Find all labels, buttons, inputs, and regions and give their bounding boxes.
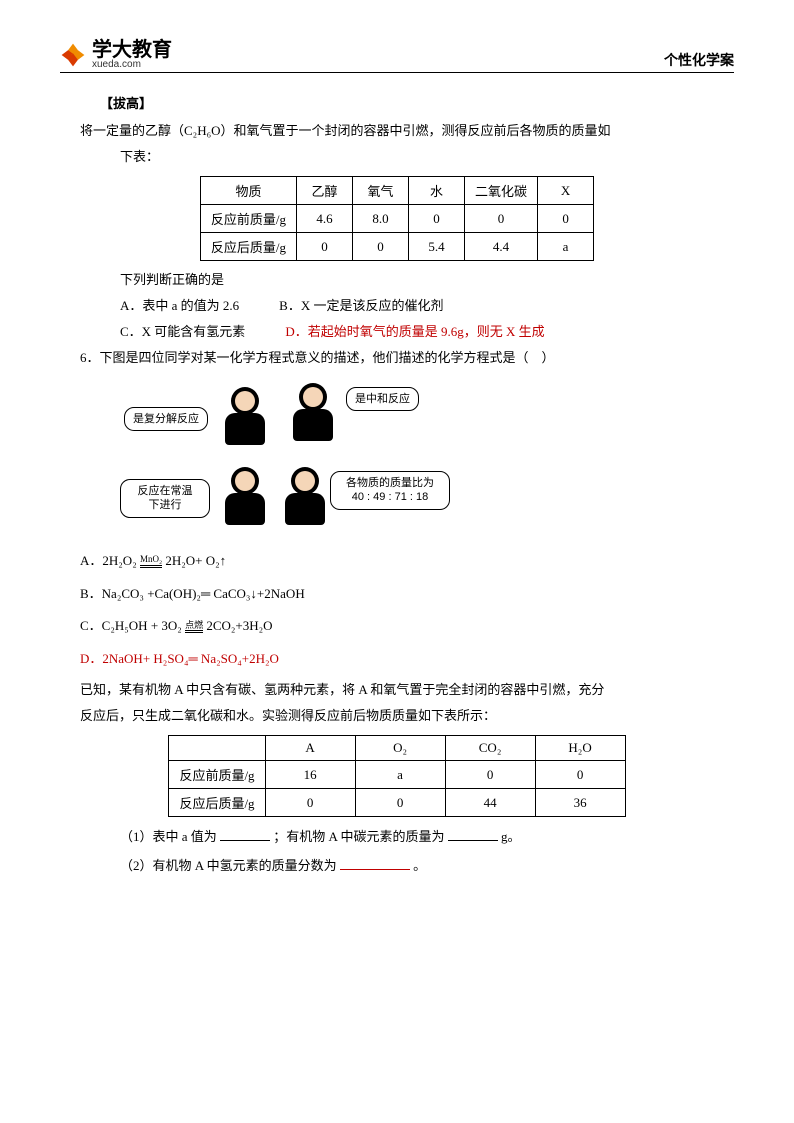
th: 水 [409,177,465,205]
mass-table-2: A O₂ CO₂ H₂O 反应前质量/g 16 a 0 0 反应后质量/g 0 … [168,735,625,817]
bubble3-l1: 反应在常温 [138,485,193,497]
cell: 44 [445,789,535,817]
row-label: 反应后质量/g [169,789,265,817]
logo-icon [60,42,86,68]
blank-input-highlight[interactable] [340,856,410,870]
table-row: 反应后质量/g 0 0 44 36 [169,789,625,817]
option-d-formula-highlight: D．2NaOH+ H₂SO₄═ Na₂SO₄+2H₂O [80,645,734,674]
option-d-highlight: D．若起始时氧气的质量是 9.6g，则无 X 生成 [285,319,544,345]
q-intro-l1: 将一定量的乙醇（C₂H₆O）和氧气置于一个封闭的容器中引燃，测得反应前后各物质的… [80,118,734,144]
cell: 0 [538,205,594,233]
mass-table-1: 物质 乙醇 氧气 水 二氧化碳 X 反应前质量/g 4.6 8.0 0 0 0 … [200,176,594,261]
reaction-condition: MnO₂ [140,555,162,568]
speech-bubble-4: 各物质的质量比为 40 : 49 : 71 : 18 [330,471,450,510]
speech-bubble-1: 是复分解反应 [124,407,208,431]
bubble3-l2: 下进行 [149,499,182,511]
table-row: 反应前质量/g 16 a 0 0 [169,761,625,789]
judge-line: 下列判断正确的是 [120,267,734,293]
optC-post: 2CO₂+3H₂O [206,618,272,633]
th: O₂ [355,736,445,761]
th [169,736,265,761]
bubble4-l2: 40 : 49 : 71 : 18 [352,491,428,503]
cartoon-figure: 是复分解反应 是中和反应 反应在常温 下进行 各物质的质量比为 40 : 49 … [120,379,460,539]
logo-block: 学大教育 xueda.com [60,40,172,70]
th: X [538,177,594,205]
header-subtitle: 个性化学案 [664,50,734,70]
optA-post: 2H₂O+ O₂↑ [165,553,226,568]
reaction-condition: 点燃 [185,621,203,634]
cell: 8.0 [353,205,409,233]
q7-sub2: （2）有机物 A 中氢元素的质量分数为 。 [120,852,734,881]
table-row: 反应前质量/g 4.6 8.0 0 0 0 [200,205,593,233]
cell: 0 [465,205,538,233]
cell: 0 [445,761,535,789]
table-row: 反应后质量/g 0 0 5.4 4.4 a [200,233,593,261]
th: A [265,736,355,761]
th: 物质 [200,177,296,205]
blank-input[interactable] [220,827,270,841]
th: 氧气 [353,177,409,205]
q7-sub1-c: g。 [501,829,521,844]
logo-text-cn: 学大教育 [92,40,172,60]
option-a: A．表中 a 的值为 2.6 [120,293,239,319]
cell: 0 [297,233,353,261]
option-block-1: A．表中 a 的值为 2.6 B．X 一定是该反应的催化剂 C．X 可能含有氢元… [120,293,734,345]
section-title: 【拔高】 [100,93,734,112]
th: 乙醇 [297,177,353,205]
th: 二氧化碳 [465,177,538,205]
cell: 0 [535,761,625,789]
speech-bubble-2: 是中和反应 [346,387,419,411]
row-label: 反应前质量/g [200,205,296,233]
cell: 4.4 [465,233,538,261]
q7-sub2-a: （2）有机物 A 中氢元素的质量分数为 [120,858,337,873]
cell: 0 [409,205,465,233]
cell: 0 [353,233,409,261]
cell: 16 [265,761,355,789]
logo-text-en: xueda.com [92,60,172,70]
page-header: 学大教育 xueda.com 个性化学案 [60,40,734,73]
option-c-formula: C．C₂H₅OH + 3O₂ 点燃 2CO₂+3H₂O [80,612,734,641]
table-row: A O₂ CO₂ H₂O [169,736,625,761]
cell: 4.6 [297,205,353,233]
page: 学大教育 xueda.com 个性化学案 【拔高】 将一定量的乙醇（C₂H₆O）… [0,0,794,921]
person-icon [280,467,330,527]
person-icon [288,383,338,443]
bubble4-l1: 各物质的质量比为 [346,477,434,489]
cell: 0 [355,789,445,817]
row-label: 反应前质量/g [169,761,265,789]
speech-bubble-3: 反应在常温 下进行 [120,479,210,518]
q7-l2: 反应后，只生成二氧化碳和水。实验测得反应前后物质质量如下表所示： [80,703,734,729]
q7-sub1-a: （1）表中 a 值为 [120,829,217,844]
cell: a [355,761,445,789]
option-c: C．X 可能含有氢元素 [120,319,245,345]
cell: 36 [535,789,625,817]
option-a-formula: A．2H₂O₂ MnO₂ 2H₂O+ O₂↑ [80,547,734,576]
optA-pre: A．2H₂O₂ [80,553,137,568]
q7-sub1: （1）表中 a 值为 ；有机物 A 中碳元素的质量为 g。 [120,823,734,852]
q6-stem: 6．下图是四位同学对某一化学方程式意义的描述，他们描述的化学方程式是（ ） [80,345,734,371]
th: CO₂ [445,736,535,761]
cell: 5.4 [409,233,465,261]
cell: a [538,233,594,261]
blank-input[interactable] [448,827,498,841]
q7-sub2-b: 。 [413,858,426,873]
person-icon [220,387,270,447]
q7-l1: 已知，某有机物 A 中只含有碳、氢两种元素，将 A 和氧气置于完全封闭的容器中引… [80,677,734,703]
q-intro-l2: 下表： [120,144,734,170]
option-b-formula: B．Na₂CO₃ +Ca(OH)₂═ CaCO₃↓+2NaOH [80,580,734,609]
option-b: B．X 一定是该反应的催化剂 [279,293,443,319]
th: H₂O [535,736,625,761]
row-label: 反应后质量/g [200,233,296,261]
optC-pre: C．C₂H₅OH + 3O₂ [80,618,182,633]
cell: 0 [265,789,355,817]
person-icon [220,467,270,527]
formula-options: A．2H₂O₂ MnO₂ 2H₂O+ O₂↑ B．Na₂CO₃ +Ca(OH)₂… [80,547,734,673]
q7-sub1-b: ；有机物 A 中碳元素的质量为 [273,829,444,844]
table-row: 物质 乙醇 氧气 水 二氧化碳 X [200,177,593,205]
